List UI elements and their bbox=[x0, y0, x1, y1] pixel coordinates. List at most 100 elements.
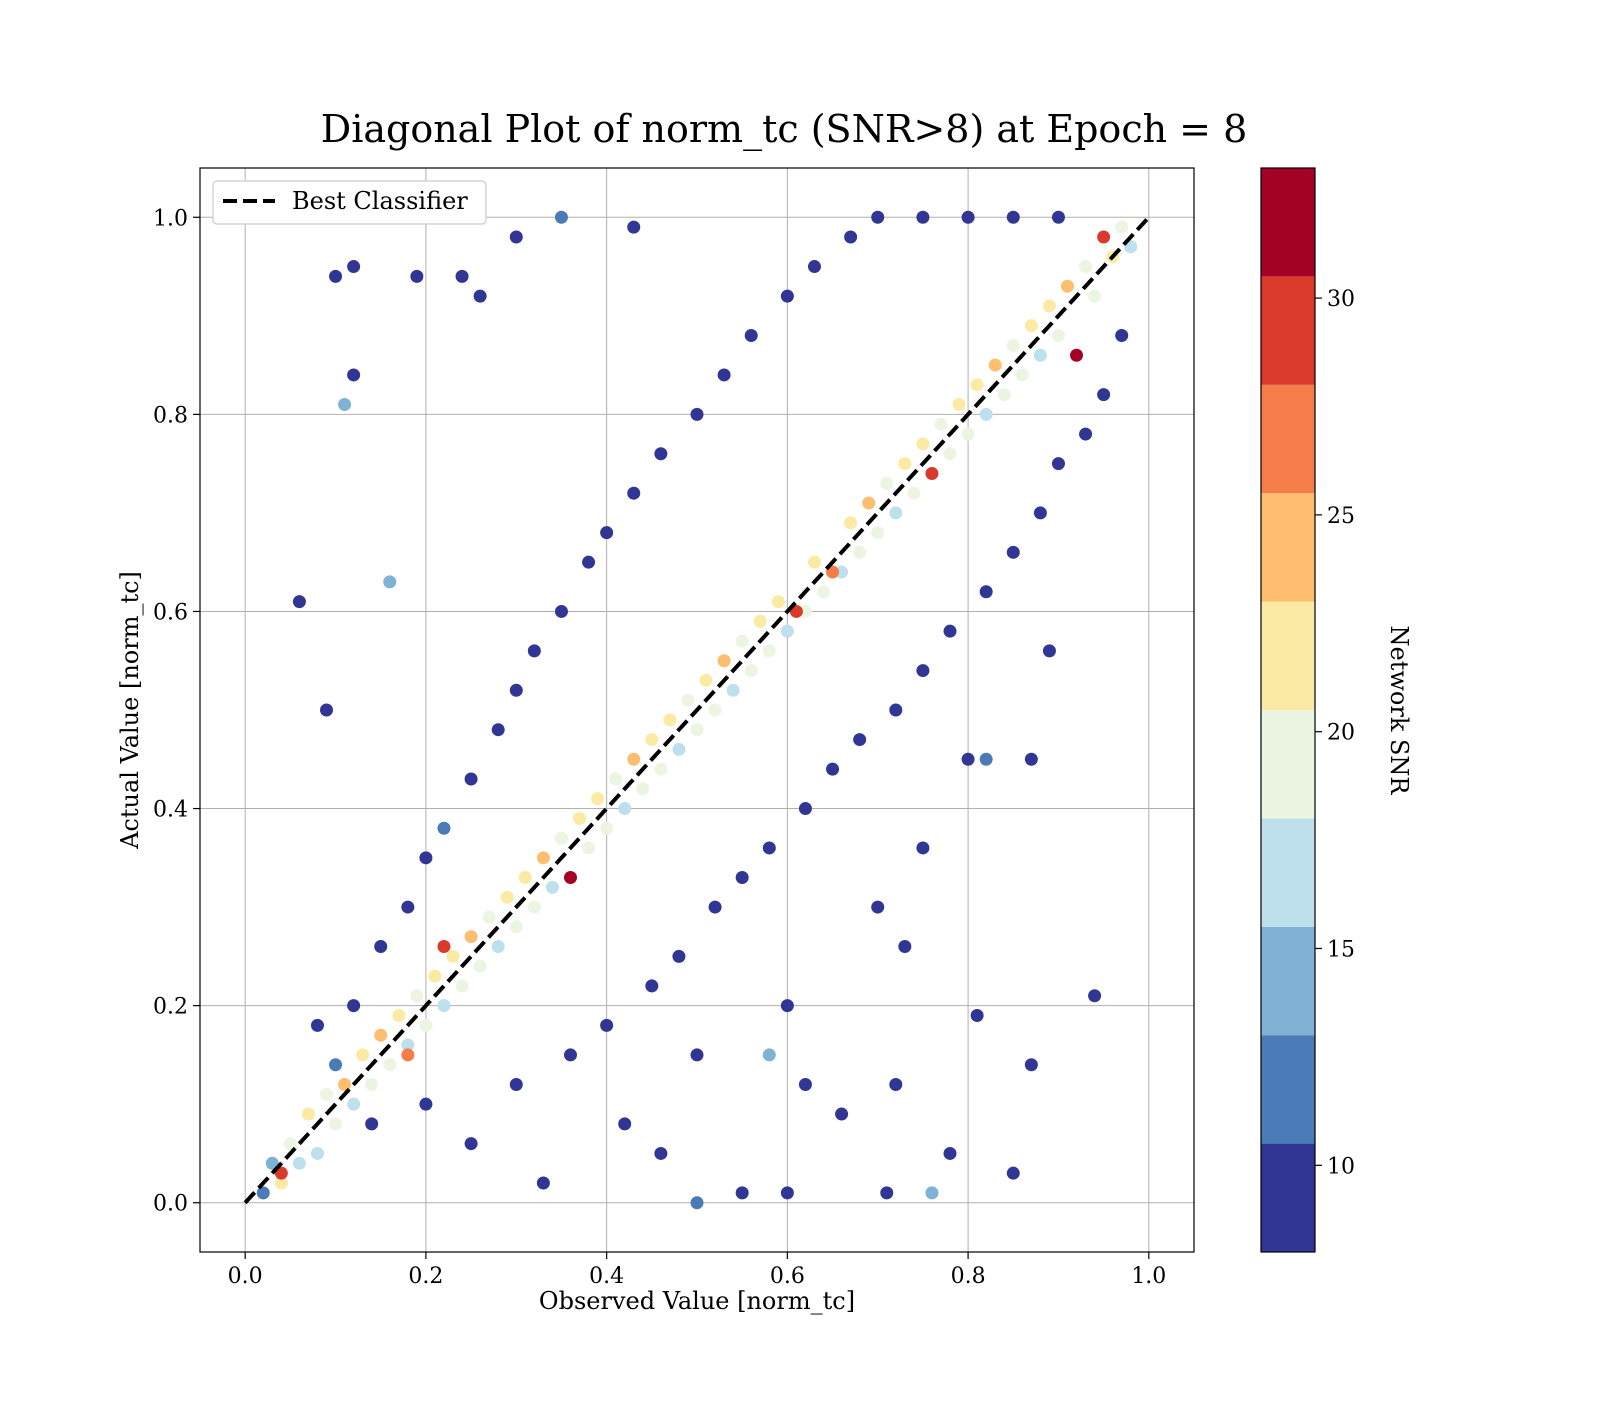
data-point bbox=[1024, 1058, 1038, 1072]
data-point bbox=[1070, 348, 1084, 362]
data-point bbox=[283, 1137, 297, 1151]
data-point bbox=[952, 398, 966, 412]
data-point bbox=[726, 683, 740, 697]
data-point bbox=[961, 752, 975, 766]
y-tick-label: 0.4 bbox=[153, 798, 188, 823]
data-point bbox=[780, 624, 794, 638]
data-point bbox=[798, 802, 812, 816]
data-point bbox=[473, 289, 487, 303]
data-point bbox=[979, 585, 993, 599]
x-tick-label: 1.0 bbox=[1131, 1264, 1166, 1289]
data-point bbox=[383, 1058, 397, 1072]
data-point bbox=[1051, 457, 1065, 471]
data-point bbox=[1006, 210, 1020, 224]
data-point bbox=[889, 1077, 903, 1091]
colorbar-segment bbox=[1261, 601, 1315, 710]
data-point bbox=[401, 1048, 415, 1062]
data-point bbox=[392, 1008, 406, 1022]
colorbar-segment bbox=[1261, 710, 1315, 819]
chart-title: Diagonal Plot of norm_tc (SNR>8) at Epoc… bbox=[321, 107, 1248, 152]
data-point bbox=[509, 683, 523, 697]
data-point bbox=[1033, 506, 1047, 520]
y-axis-ticks: 0.0 0.2 0.4 0.6 0.8 1.0 bbox=[153, 206, 200, 1217]
data-point bbox=[970, 378, 984, 392]
data-point bbox=[871, 210, 885, 224]
data-point bbox=[844, 230, 858, 244]
data-point bbox=[1006, 1166, 1020, 1180]
data-point bbox=[889, 506, 903, 520]
data-point bbox=[853, 545, 867, 559]
data-point bbox=[310, 1018, 324, 1032]
colorbar-segment bbox=[1261, 384, 1315, 494]
data-point bbox=[1051, 329, 1065, 343]
data-point bbox=[672, 949, 686, 963]
colorbar-tick-label: 30 bbox=[1327, 287, 1355, 312]
legend: Best Classifier bbox=[212, 180, 487, 225]
data-point bbox=[798, 1077, 812, 1091]
data-point bbox=[735, 1186, 749, 1200]
data-point bbox=[518, 871, 532, 885]
data-point bbox=[880, 476, 894, 490]
data-point bbox=[491, 940, 505, 954]
legend-box bbox=[212, 180, 487, 225]
data-point bbox=[898, 457, 912, 471]
data-point bbox=[563, 871, 577, 885]
x-axis-ticks: 0.0 0.2 0.4 0.6 0.8 1.0 bbox=[228, 1252, 1166, 1289]
data-point bbox=[934, 417, 948, 431]
x-tick-label: 0.4 bbox=[589, 1264, 624, 1289]
data-point bbox=[762, 644, 776, 658]
data-point bbox=[563, 1048, 577, 1062]
data-point bbox=[618, 1117, 632, 1131]
data-point bbox=[582, 841, 596, 855]
data-point bbox=[464, 1137, 478, 1151]
best-classifier-line bbox=[243, 215, 1151, 1205]
data-point bbox=[708, 703, 722, 717]
data-point bbox=[545, 880, 559, 894]
data-point bbox=[609, 772, 623, 786]
data-point bbox=[591, 792, 605, 806]
data-point bbox=[374, 1028, 388, 1042]
data-point bbox=[690, 1048, 704, 1062]
data-point bbox=[1042, 644, 1056, 658]
data-point bbox=[979, 752, 993, 766]
colorbar-segment bbox=[1261, 168, 1315, 277]
data-point bbox=[735, 871, 749, 885]
colorbar-frame bbox=[1260, 167, 1316, 1253]
x-tick-label: 0.0 bbox=[228, 1264, 263, 1289]
data-point bbox=[970, 1008, 984, 1022]
data-point bbox=[338, 1077, 352, 1091]
data-point bbox=[1006, 338, 1020, 352]
data-point bbox=[835, 565, 849, 579]
y-tick-label: 0.0 bbox=[153, 1192, 188, 1217]
y-tick-label: 1.0 bbox=[153, 206, 188, 231]
data-point bbox=[419, 1018, 433, 1032]
data-point bbox=[455, 269, 469, 283]
data-point bbox=[1033, 348, 1047, 362]
y-tick-label: 0.6 bbox=[153, 600, 188, 625]
data-point bbox=[301, 1107, 315, 1121]
data-point bbox=[916, 841, 930, 855]
x-tick-label: 0.6 bbox=[770, 1264, 805, 1289]
data-point bbox=[961, 427, 975, 441]
colorbar-segment bbox=[1261, 1143, 1315, 1252]
data-point bbox=[943, 624, 957, 638]
data-point bbox=[636, 782, 650, 796]
data-point bbox=[1097, 230, 1111, 244]
data-point bbox=[1006, 545, 1020, 559]
data-point bbox=[329, 269, 343, 283]
y-tick-label: 0.8 bbox=[153, 403, 188, 428]
colorbar-segment bbox=[1261, 926, 1315, 1036]
data-point bbox=[347, 1097, 361, 1111]
data-point bbox=[600, 526, 614, 540]
data-point bbox=[292, 595, 306, 609]
data-point bbox=[844, 516, 858, 530]
data-point bbox=[329, 1117, 343, 1131]
data-point bbox=[771, 595, 785, 609]
data-point bbox=[455, 979, 469, 993]
data-point bbox=[762, 1048, 776, 1062]
data-point bbox=[627, 486, 641, 500]
data-point bbox=[979, 407, 993, 421]
data-point bbox=[1015, 368, 1029, 382]
data-point bbox=[464, 930, 478, 944]
